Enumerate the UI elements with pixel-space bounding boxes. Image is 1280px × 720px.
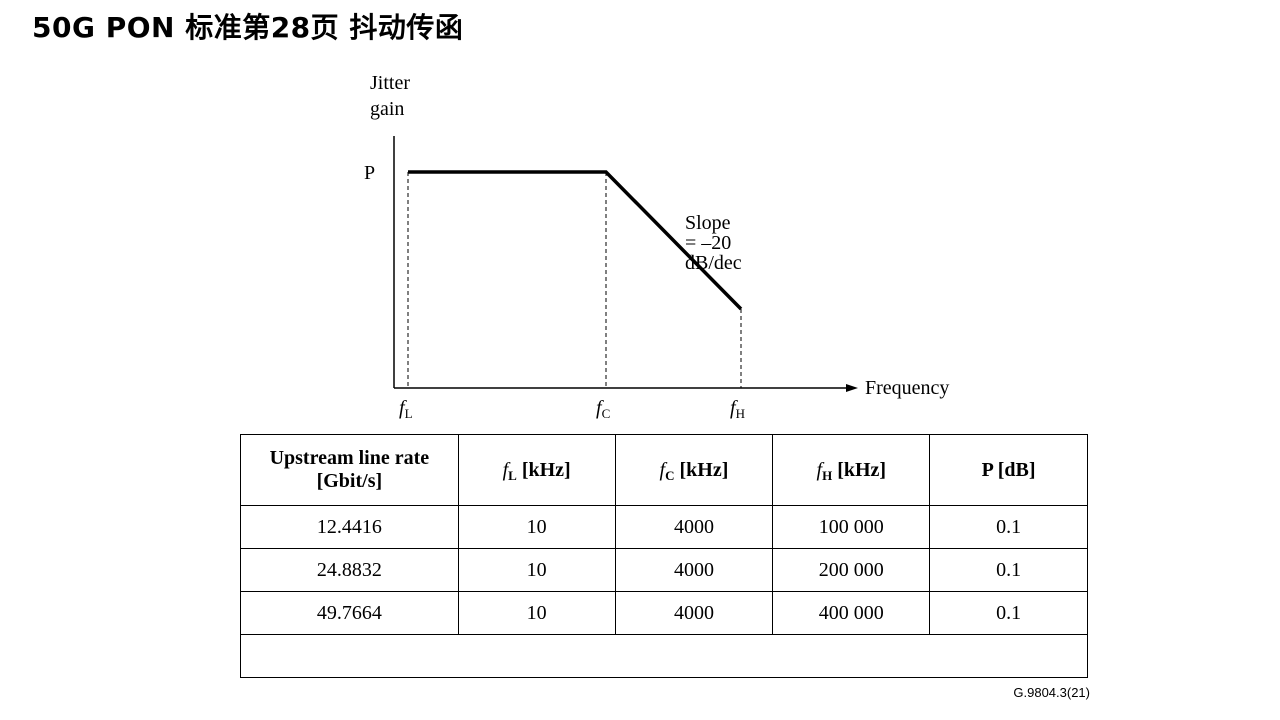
- p-label: P: [364, 162, 376, 184]
- x-axis-label: Frequency: [865, 377, 950, 399]
- cell-rate: 49.7664: [240, 591, 459, 635]
- slope-label: Slope = –20 dB/dec: [685, 212, 742, 274]
- cell-fl: 10: [457, 548, 616, 592]
- parameters-table: Upstream line rate [Gbit/s] fL [kHz] fC …: [240, 434, 1088, 678]
- header-fh: fH [kHz]: [772, 434, 931, 506]
- page-title: 50G PON 标准第28页 抖动传函: [32, 11, 464, 44]
- cell-fc: 4000: [614, 548, 774, 592]
- header-fl: fL [kHz]: [457, 434, 616, 506]
- cell-rate: 12.4416: [240, 505, 459, 549]
- cell-fl: 10: [457, 505, 616, 549]
- cell-p: 0.1: [929, 591, 1088, 635]
- header-fl-subscript: L: [508, 467, 517, 483]
- header-rate-line1: Upstream line rate: [269, 447, 430, 469]
- cell-fl: 10: [457, 591, 616, 635]
- table-row: 24.8832 10 4000 200 000 0.1: [240, 548, 1088, 592]
- empty-cell: [240, 634, 1088, 678]
- header-fc-unit: [kHz]: [679, 458, 729, 481]
- header-rate-line2: [Gbit/s]: [316, 470, 383, 492]
- fl-subscript: L: [404, 406, 413, 421]
- header-fc: fC [kHz]: [614, 434, 774, 506]
- cell-fc: 4000: [614, 505, 774, 549]
- table-header-row: Upstream line rate [Gbit/s] fL [kHz] fC …: [240, 434, 1088, 506]
- header-fh-subscript: H: [822, 467, 833, 483]
- fh-subscript: H: [735, 406, 745, 421]
- fc-subscript: C: [601, 406, 611, 421]
- y-axis-label-line1: Jitter: [370, 72, 410, 94]
- fl-label: fL: [399, 397, 413, 421]
- cell-rate: 24.8832: [240, 548, 459, 592]
- fc-symbol: f: [596, 397, 602, 419]
- y-axis-label-line2: gain: [370, 98, 405, 120]
- header-fc-symbol: f: [659, 458, 666, 481]
- fh-label: fH: [730, 397, 745, 421]
- header-fh-symbol: f: [816, 458, 823, 481]
- fl-symbol: f: [399, 397, 405, 419]
- header-fc-subscript: C: [665, 467, 675, 483]
- header-p: P [dB]: [929, 434, 1088, 506]
- table-row: 49.7664 10 4000 400 000 0.1: [240, 591, 1088, 635]
- cell-p: 0.1: [929, 505, 1088, 549]
- cell-p: 0.1: [929, 548, 1088, 592]
- fh-symbol: f: [730, 397, 736, 419]
- header-fl-unit: [kHz]: [521, 458, 571, 481]
- reference-label: G.9804.3(21): [1013, 685, 1090, 700]
- cell-fh: 200 000: [772, 548, 931, 592]
- table-row: 12.4416 10 4000 100 000 0.1: [240, 505, 1088, 549]
- cell-fh: 400 000: [772, 591, 931, 635]
- header-fh-unit: [kHz]: [837, 458, 887, 481]
- cell-fh: 100 000: [772, 505, 931, 549]
- table-empty-row: [240, 634, 1088, 678]
- fc-label: fC: [596, 397, 611, 421]
- header-fl-symbol: f: [502, 458, 509, 481]
- x-axis-arrow: [846, 384, 858, 392]
- header-rate: Upstream line rate [Gbit/s]: [240, 434, 459, 506]
- cell-fc: 4000: [614, 591, 774, 635]
